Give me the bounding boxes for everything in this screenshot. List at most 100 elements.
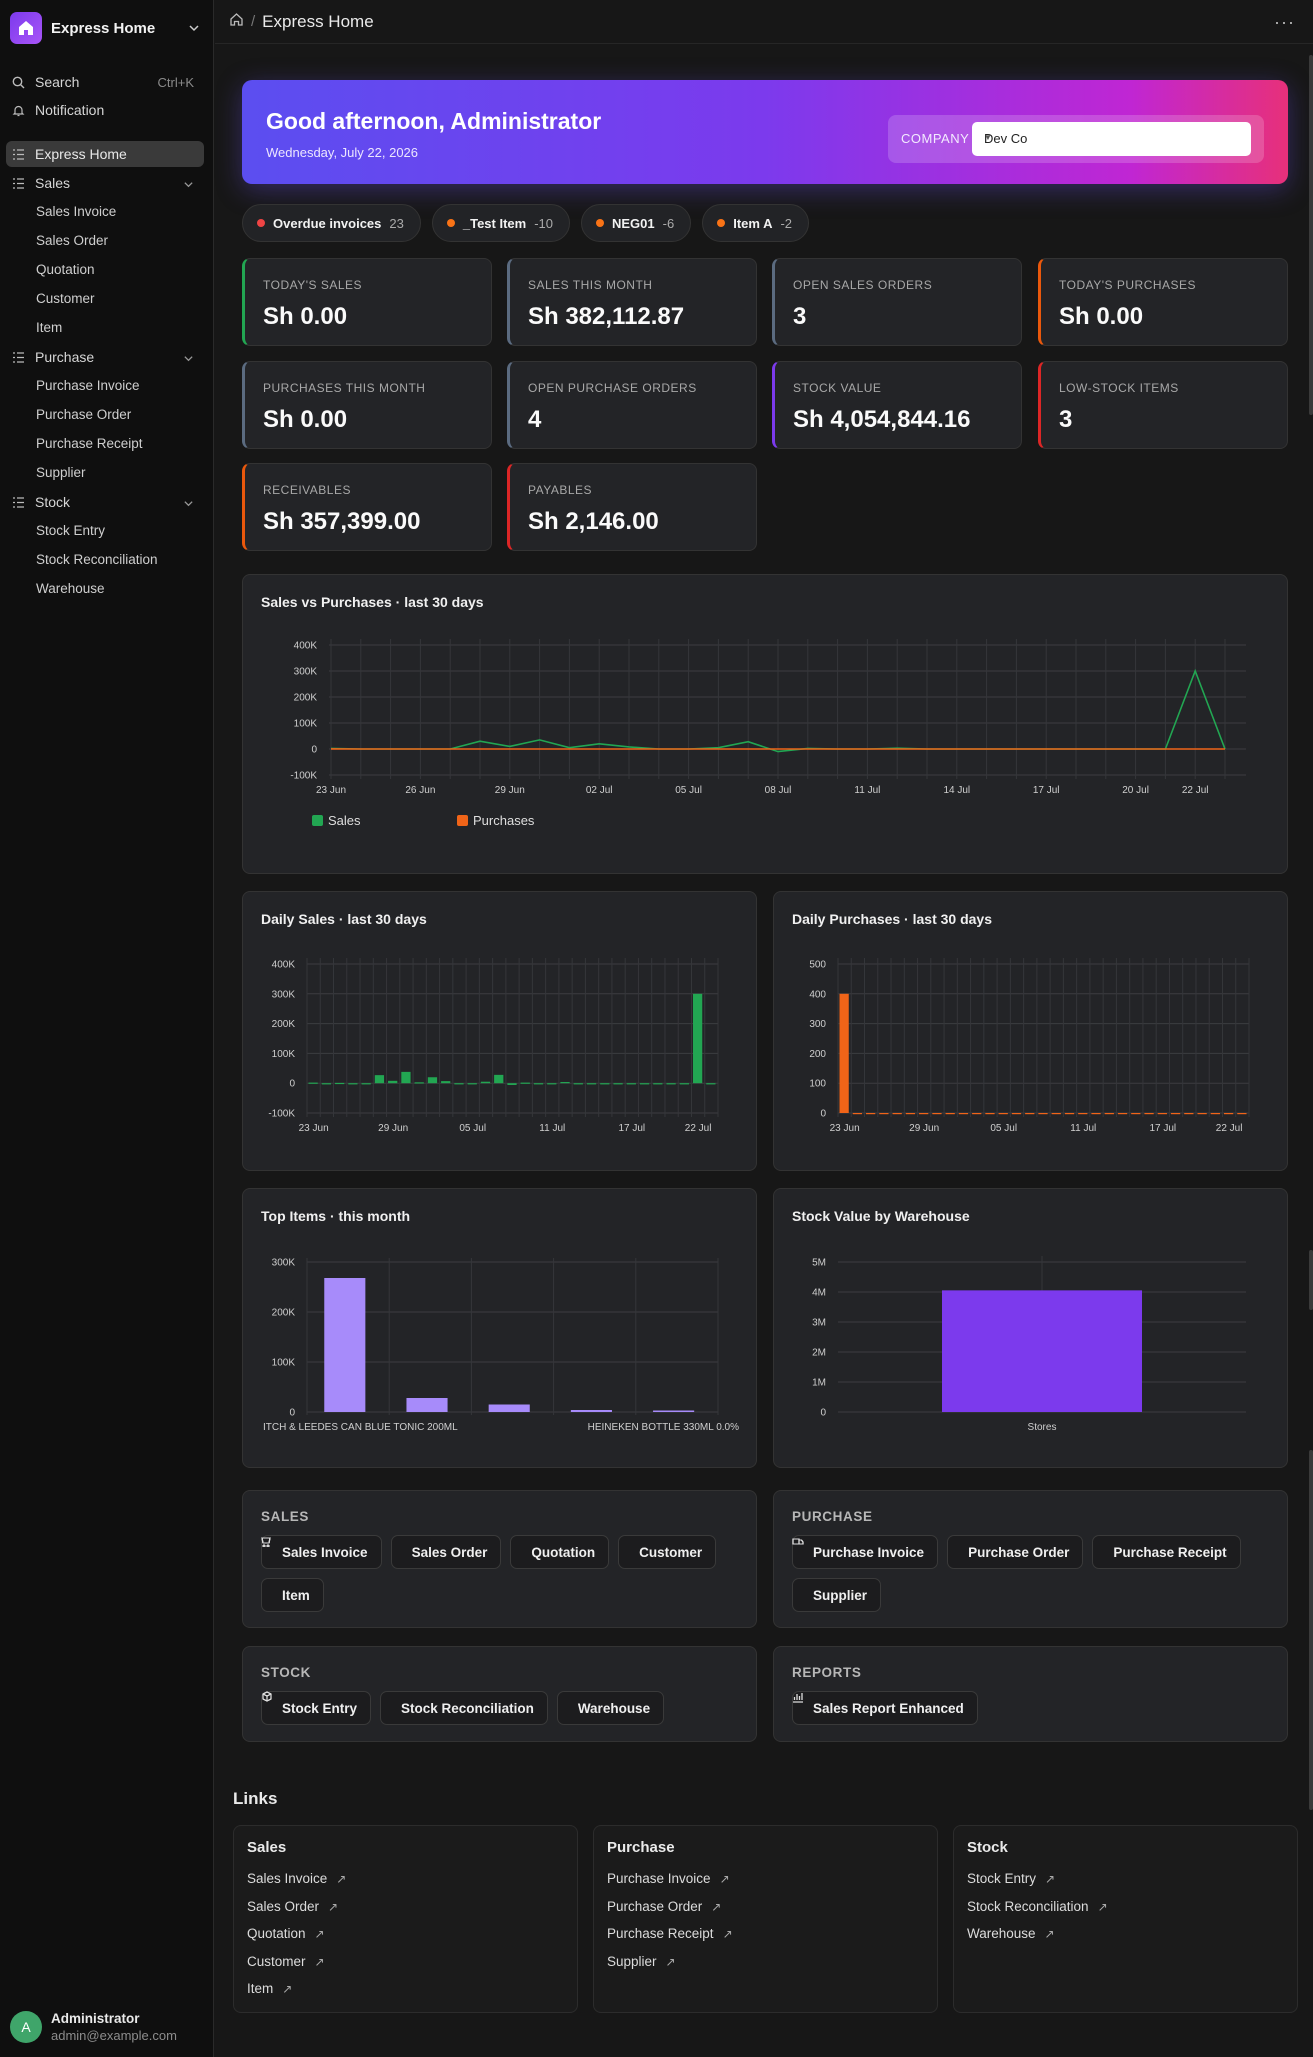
y-tick-label: 200: [809, 1049, 826, 1060]
sidebar-notification[interactable]: Notification: [6, 97, 204, 123]
list-icon: [11, 495, 25, 509]
kpi-card[interactable]: Receivables Sh 357,399.00: [242, 463, 492, 551]
link-item[interactable]: Item ↗: [247, 1981, 292, 1996]
shortcut-supplier-button[interactable]: Supplier: [792, 1538, 882, 1612]
shortcut-section-stock: STOCK Stock Entry Stock Reconciliation War…: [242, 1646, 757, 1742]
kpi-card[interactable]: Today's Sales Sh 0.00: [242, 258, 492, 346]
link-purchase-receipt[interactable]: Purchase Receipt ↗: [607, 1926, 733, 1941]
kpi-card[interactable]: Stock Value Sh 4,054,844.16: [772, 361, 1022, 449]
list-icon: [11, 176, 25, 190]
kpi-card[interactable]: Open Purchase Orders 4: [507, 361, 757, 449]
bar: [879, 1113, 889, 1115]
kpi-label: Open Purchase Orders: [528, 381, 697, 395]
company-select[interactable]: Dev Co ▼: [972, 122, 1251, 156]
scrollbar[interactable]: [1309, 55, 1313, 415]
link-sales-order[interactable]: Sales Order ↗: [247, 1899, 338, 1914]
bar: [441, 1081, 451, 1084]
y-tick-label: 300K: [294, 667, 318, 678]
sidebar-item-quotation[interactable]: Quotation: [36, 262, 95, 277]
link-supplier[interactable]: Supplier ↗: [607, 1954, 676, 1969]
sidebar-item-purchase-invoice[interactable]: Purchase Invoice: [36, 378, 140, 393]
chevron-down-icon[interactable]: [183, 351, 194, 367]
shortcut-sales-report-enhanced-button[interactable]: Sales Report Enhanced: [792, 1691, 978, 1725]
alert-chip[interactable]: _Test Item -10: [431, 204, 570, 242]
link-label: Purchase Order: [607, 1898, 703, 1914]
app-switcher[interactable]: Express Home: [10, 12, 204, 44]
alert-chip[interactable]: Item A -2: [702, 204, 810, 242]
sidebar-group-sales[interactable]: Sales: [6, 170, 204, 196]
bar: [1170, 1113, 1181, 1115]
kpi-card[interactable]: Sales This Month Sh 382,112.87: [507, 258, 757, 346]
x-tick-label: 22 Jul: [1216, 1123, 1243, 1134]
scrollbar-segment[interactable]: [1309, 1450, 1313, 1810]
bar: [666, 1083, 676, 1085]
sidebar-item-express-home[interactable]: Express Home: [6, 141, 204, 167]
link-sales-invoice[interactable]: Sales Invoice ↗: [247, 1871, 346, 1886]
bar: [454, 1083, 464, 1085]
shortcut-purchase-receipt-button[interactable]: Purchase Receipt: [792, 1535, 1241, 1569]
bar: [1104, 1113, 1114, 1115]
scrollbar-segment[interactable]: [1309, 1250, 1313, 1310]
sidebar-item-stock-entry[interactable]: Stock Entry: [36, 523, 106, 538]
link-warehouse[interactable]: Warehouse ↗: [967, 1926, 1055, 1941]
link-stock-reconciliation[interactable]: Stock Reconciliation ↗: [967, 1899, 1108, 1914]
chevron-down-icon[interactable]: [188, 21, 200, 37]
link-quotation[interactable]: Quotation ↗: [247, 1926, 325, 1941]
sidebar-group-stock[interactable]: Stock: [6, 489, 204, 515]
shortcut-quotation-button[interactable]: Quotation: [261, 1535, 610, 1569]
link-purchase-invoice[interactable]: Purchase Invoice ↗: [607, 1871, 730, 1886]
alert-chip[interactable]: Overdue invoices 23: [242, 204, 421, 242]
sidebar-item-supplier[interactable]: Supplier: [36, 465, 86, 480]
kpi-card[interactable]: Open Sales Orders 3: [772, 258, 1022, 346]
home-icon[interactable]: [229, 12, 244, 32]
kpi-card[interactable]: Low-Stock Items 3: [1038, 361, 1288, 449]
legend-label: Purchases: [473, 813, 535, 828]
kpi-card[interactable]: Payables Sh 2,146.00: [507, 463, 757, 551]
link-stock-entry[interactable]: Stock Entry ↗: [967, 1871, 1055, 1886]
sidebar-item-sales-order[interactable]: Sales Order: [36, 233, 109, 248]
x-tick-label: 11 Jul: [1070, 1123, 1096, 1134]
bar: [639, 1083, 650, 1085]
shortcut-purchase-order-button[interactable]: Purchase Order: [792, 1535, 1084, 1569]
sidebar-item-purchase-order[interactable]: Purchase Order: [36, 407, 132, 422]
kpi-card[interactable]: Purchases This Month Sh 0.00: [242, 361, 492, 449]
x-tick-label: HEINEKEN BOTTLE 330ML 0.0%: [588, 1422, 739, 1433]
sidebar-group-purchase[interactable]: Purchase: [6, 344, 204, 370]
user-menu[interactable]: A Administrator admin@example.com: [10, 2007, 177, 2047]
sidebar-item-sales-invoice[interactable]: Sales Invoice: [36, 204, 117, 219]
sidebar-item-item[interactable]: Item: [36, 320, 63, 335]
chip-label: Overdue invoices: [273, 215, 382, 231]
shortcut-stock-entry-button[interactable]: Stock Entry: [261, 1691, 372, 1725]
legend-swatch: [457, 815, 468, 826]
shortcut-sales-order-button[interactable]: Sales Order: [261, 1535, 502, 1569]
link-customer[interactable]: Customer ↗: [247, 1954, 325, 1969]
sidebar-item-stock-reconciliation[interactable]: Stock Reconciliation: [36, 552, 158, 567]
y-tick-label: 200K: [272, 1308, 296, 1319]
x-tick-label: 17 Jul: [1149, 1123, 1176, 1134]
notification-label: Notification: [35, 102, 105, 118]
shortcut-customer-button[interactable]: Customer: [261, 1535, 717, 1569]
bar: [1051, 1113, 1061, 1115]
chevron-down-icon[interactable]: [183, 496, 194, 512]
chevron-down-icon[interactable]: [183, 177, 194, 193]
status-dot-icon: [596, 219, 604, 227]
sidebar-search[interactable]: Search Ctrl+K: [6, 69, 204, 95]
shortcut-purchase-invoice-button[interactable]: Purchase Invoice: [792, 1535, 939, 1569]
link-purchase-order[interactable]: Purchase Order ↗: [607, 1899, 721, 1914]
bar: [1038, 1113, 1048, 1115]
shortcut-item-button[interactable]: Item: [261, 1537, 324, 1612]
sidebar-item-customer[interactable]: Customer: [36, 291, 95, 306]
sidebar-item-purchase-receipt[interactable]: Purchase Receipt: [36, 436, 143, 451]
kpi-card[interactable]: Today's Purchases Sh 0.00: [1038, 258, 1288, 346]
sidebar-item-warehouse[interactable]: Warehouse: [36, 581, 105, 596]
y-tick-label: 200K: [294, 693, 318, 704]
alert-chip[interactable]: NEG01 -6: [581, 204, 692, 242]
more-options-button[interactable]: ···: [1274, 12, 1295, 32]
shortcut-stock-reconciliation-button[interactable]: Stock Reconciliation: [262, 1691, 548, 1725]
sidebar-item-label: Express Home: [35, 146, 127, 162]
shortcut-warehouse-button[interactable]: Warehouse: [262, 1691, 665, 1725]
external-arrow-icon: ↗: [1044, 1927, 1055, 1941]
y-tick-label: 0: [820, 1109, 826, 1120]
shortcut-sales-invoice-button[interactable]: Sales Invoice: [261, 1535, 382, 1569]
bar: [932, 1113, 942, 1115]
